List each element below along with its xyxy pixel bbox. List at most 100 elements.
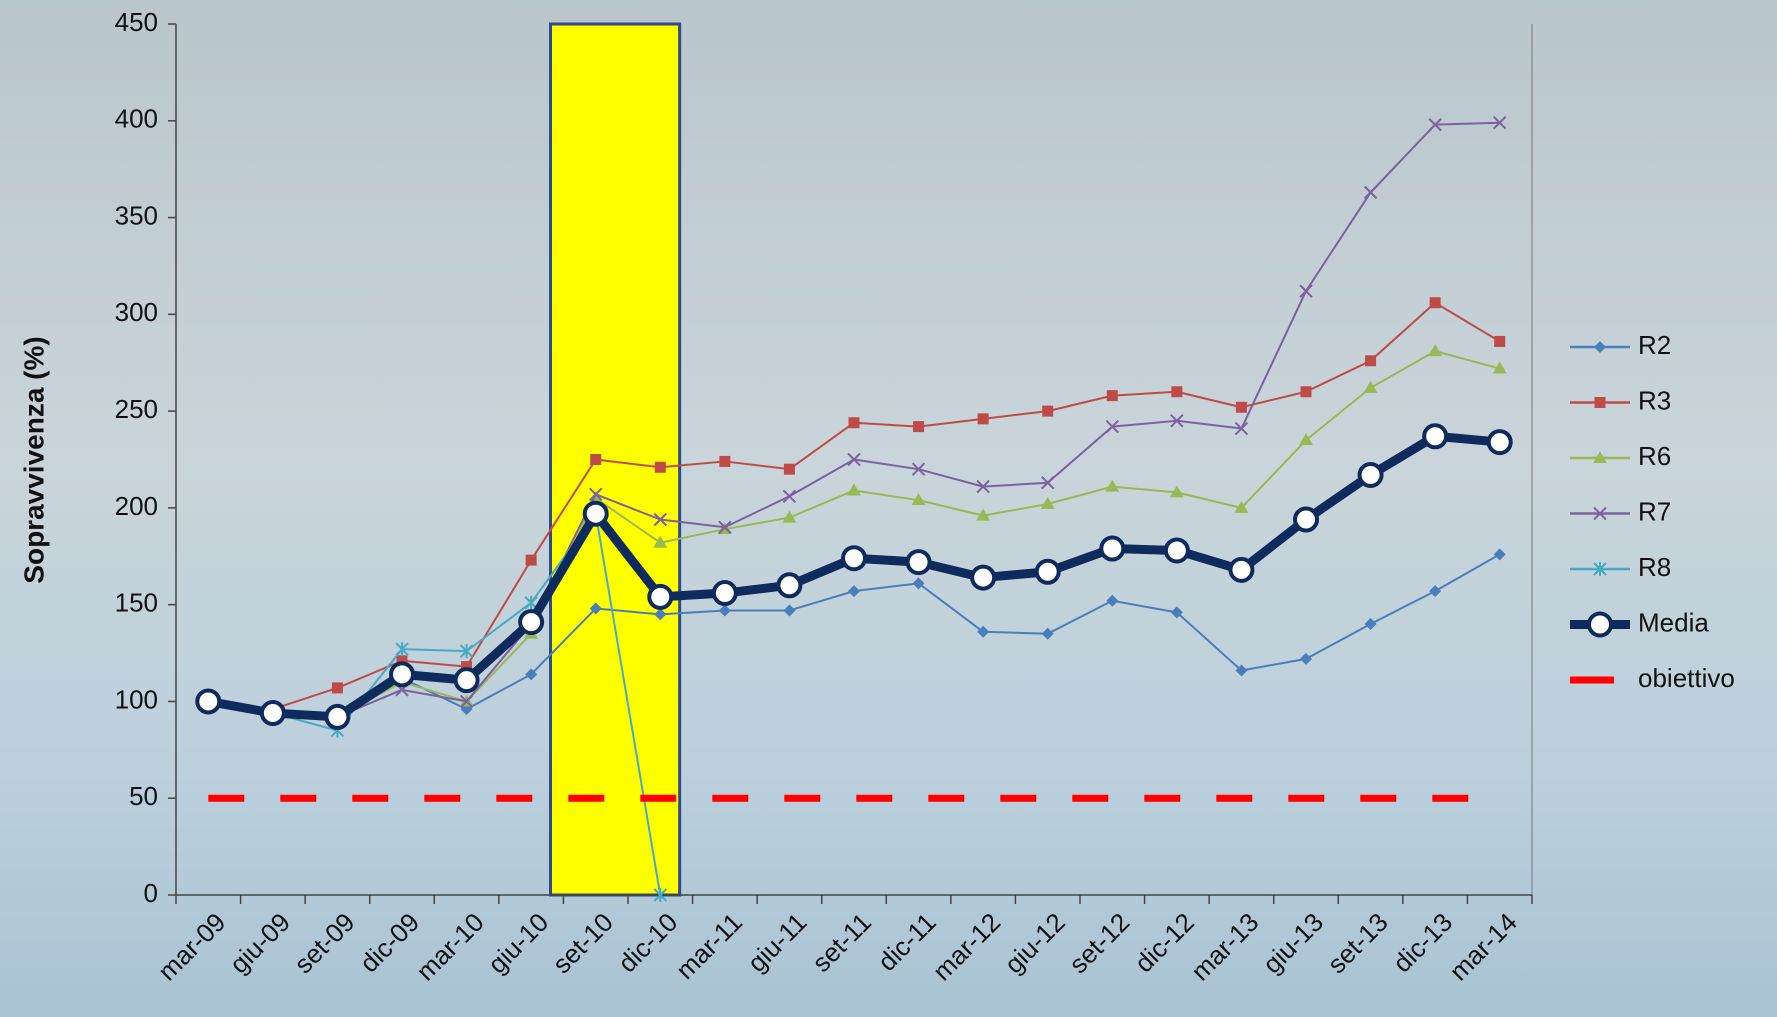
marker [1299,284,1313,298]
marker [1235,664,1248,677]
legend-label: R3 [1638,385,1671,415]
marker [977,625,990,638]
marker [711,580,738,607]
marker [1428,344,1443,357]
marker [718,604,731,617]
marker [847,452,861,467]
marker [647,583,674,610]
marker [1300,386,1312,398]
marker [1169,485,1184,498]
marker [1106,594,1119,607]
marker [653,535,668,548]
marker [1106,390,1118,402]
marker [1486,429,1513,456]
marker [259,700,286,727]
x-tick-label: giu-12 [998,907,1070,979]
marker [653,888,667,902]
marker [782,489,797,503]
x-tick-label: giu-10 [482,907,554,979]
marker [1234,421,1249,436]
marker [848,585,860,598]
marker [1040,497,1055,510]
x-tick-label: mar-14 [1443,907,1522,986]
marker [976,508,991,521]
x-tick-label: set-13 [1321,907,1393,979]
y-tick-label: 150 [115,588,158,618]
marker [1587,611,1613,638]
marker [461,661,473,673]
marker [589,487,603,502]
legend-label: R7 [1638,496,1671,526]
marker [1105,479,1120,492]
marker [589,602,602,615]
marker [195,688,222,715]
marker [1357,461,1384,488]
y-axis-label: Sopravvivenza (%) [18,336,49,583]
marker [1171,386,1183,398]
x-tick-label: giu-09 [224,907,296,979]
y-tick-label: 350 [115,200,158,230]
y-tick-label: 250 [115,394,158,424]
marker [1422,423,1449,450]
marker [324,703,351,730]
marker [1492,361,1507,374]
marker [453,667,480,694]
marker [1364,618,1377,631]
marker [1300,652,1312,665]
y-tick-label: 400 [115,104,158,134]
marker [1428,117,1442,132]
legend-label: R6 [1638,441,1671,471]
y-tick-label: 300 [115,297,158,327]
marker [1041,476,1055,490]
y-tick-label: 50 [129,781,158,811]
x-tick-label: giu-13 [1257,907,1329,979]
marker [911,462,926,476]
x-tick-label: mar-10 [410,907,489,986]
marker [1099,535,1126,562]
marker [1105,419,1119,434]
marker [1163,537,1190,564]
marker [912,577,925,590]
marker [1594,341,1606,353]
marker [911,493,926,506]
x-tick-label: giu-11 [742,907,813,978]
marker [654,608,667,621]
x-tick-label: set-09 [288,907,360,979]
marker [1363,185,1378,200]
legend-label: R8 [1638,552,1671,582]
y-tick-label: 100 [115,684,158,714]
marker [1593,451,1607,463]
marker [518,609,545,636]
marker [913,421,925,433]
x-tick-label: mar-09 [152,907,231,986]
marker [782,510,797,523]
legend-label: obiettivo [1638,663,1735,693]
marker [1293,506,1319,533]
marker [976,479,990,494]
y-tick-label: 0 [144,878,158,908]
marker [1429,585,1442,598]
legend-label: Media [1638,607,1709,637]
marker [1034,558,1061,585]
legend-label: R2 [1638,330,1671,360]
marker [1170,414,1184,428]
marker [459,644,474,659]
marker [1594,397,1606,408]
x-tick-label: mar-12 [927,907,1006,986]
marker [718,520,732,534]
x-tick-label: mar-13 [1185,907,1264,986]
marker [459,694,474,709]
marker [1234,500,1249,513]
x-tick-label: set-10 [547,907,619,979]
marker [331,682,343,694]
y-tick-label: 450 [115,7,158,37]
marker [1042,405,1054,417]
marker [389,661,415,688]
marker [1593,506,1607,521]
marker [847,483,861,496]
marker [848,417,860,429]
marker [1493,116,1507,130]
marker [1363,380,1378,393]
marker [977,413,989,425]
